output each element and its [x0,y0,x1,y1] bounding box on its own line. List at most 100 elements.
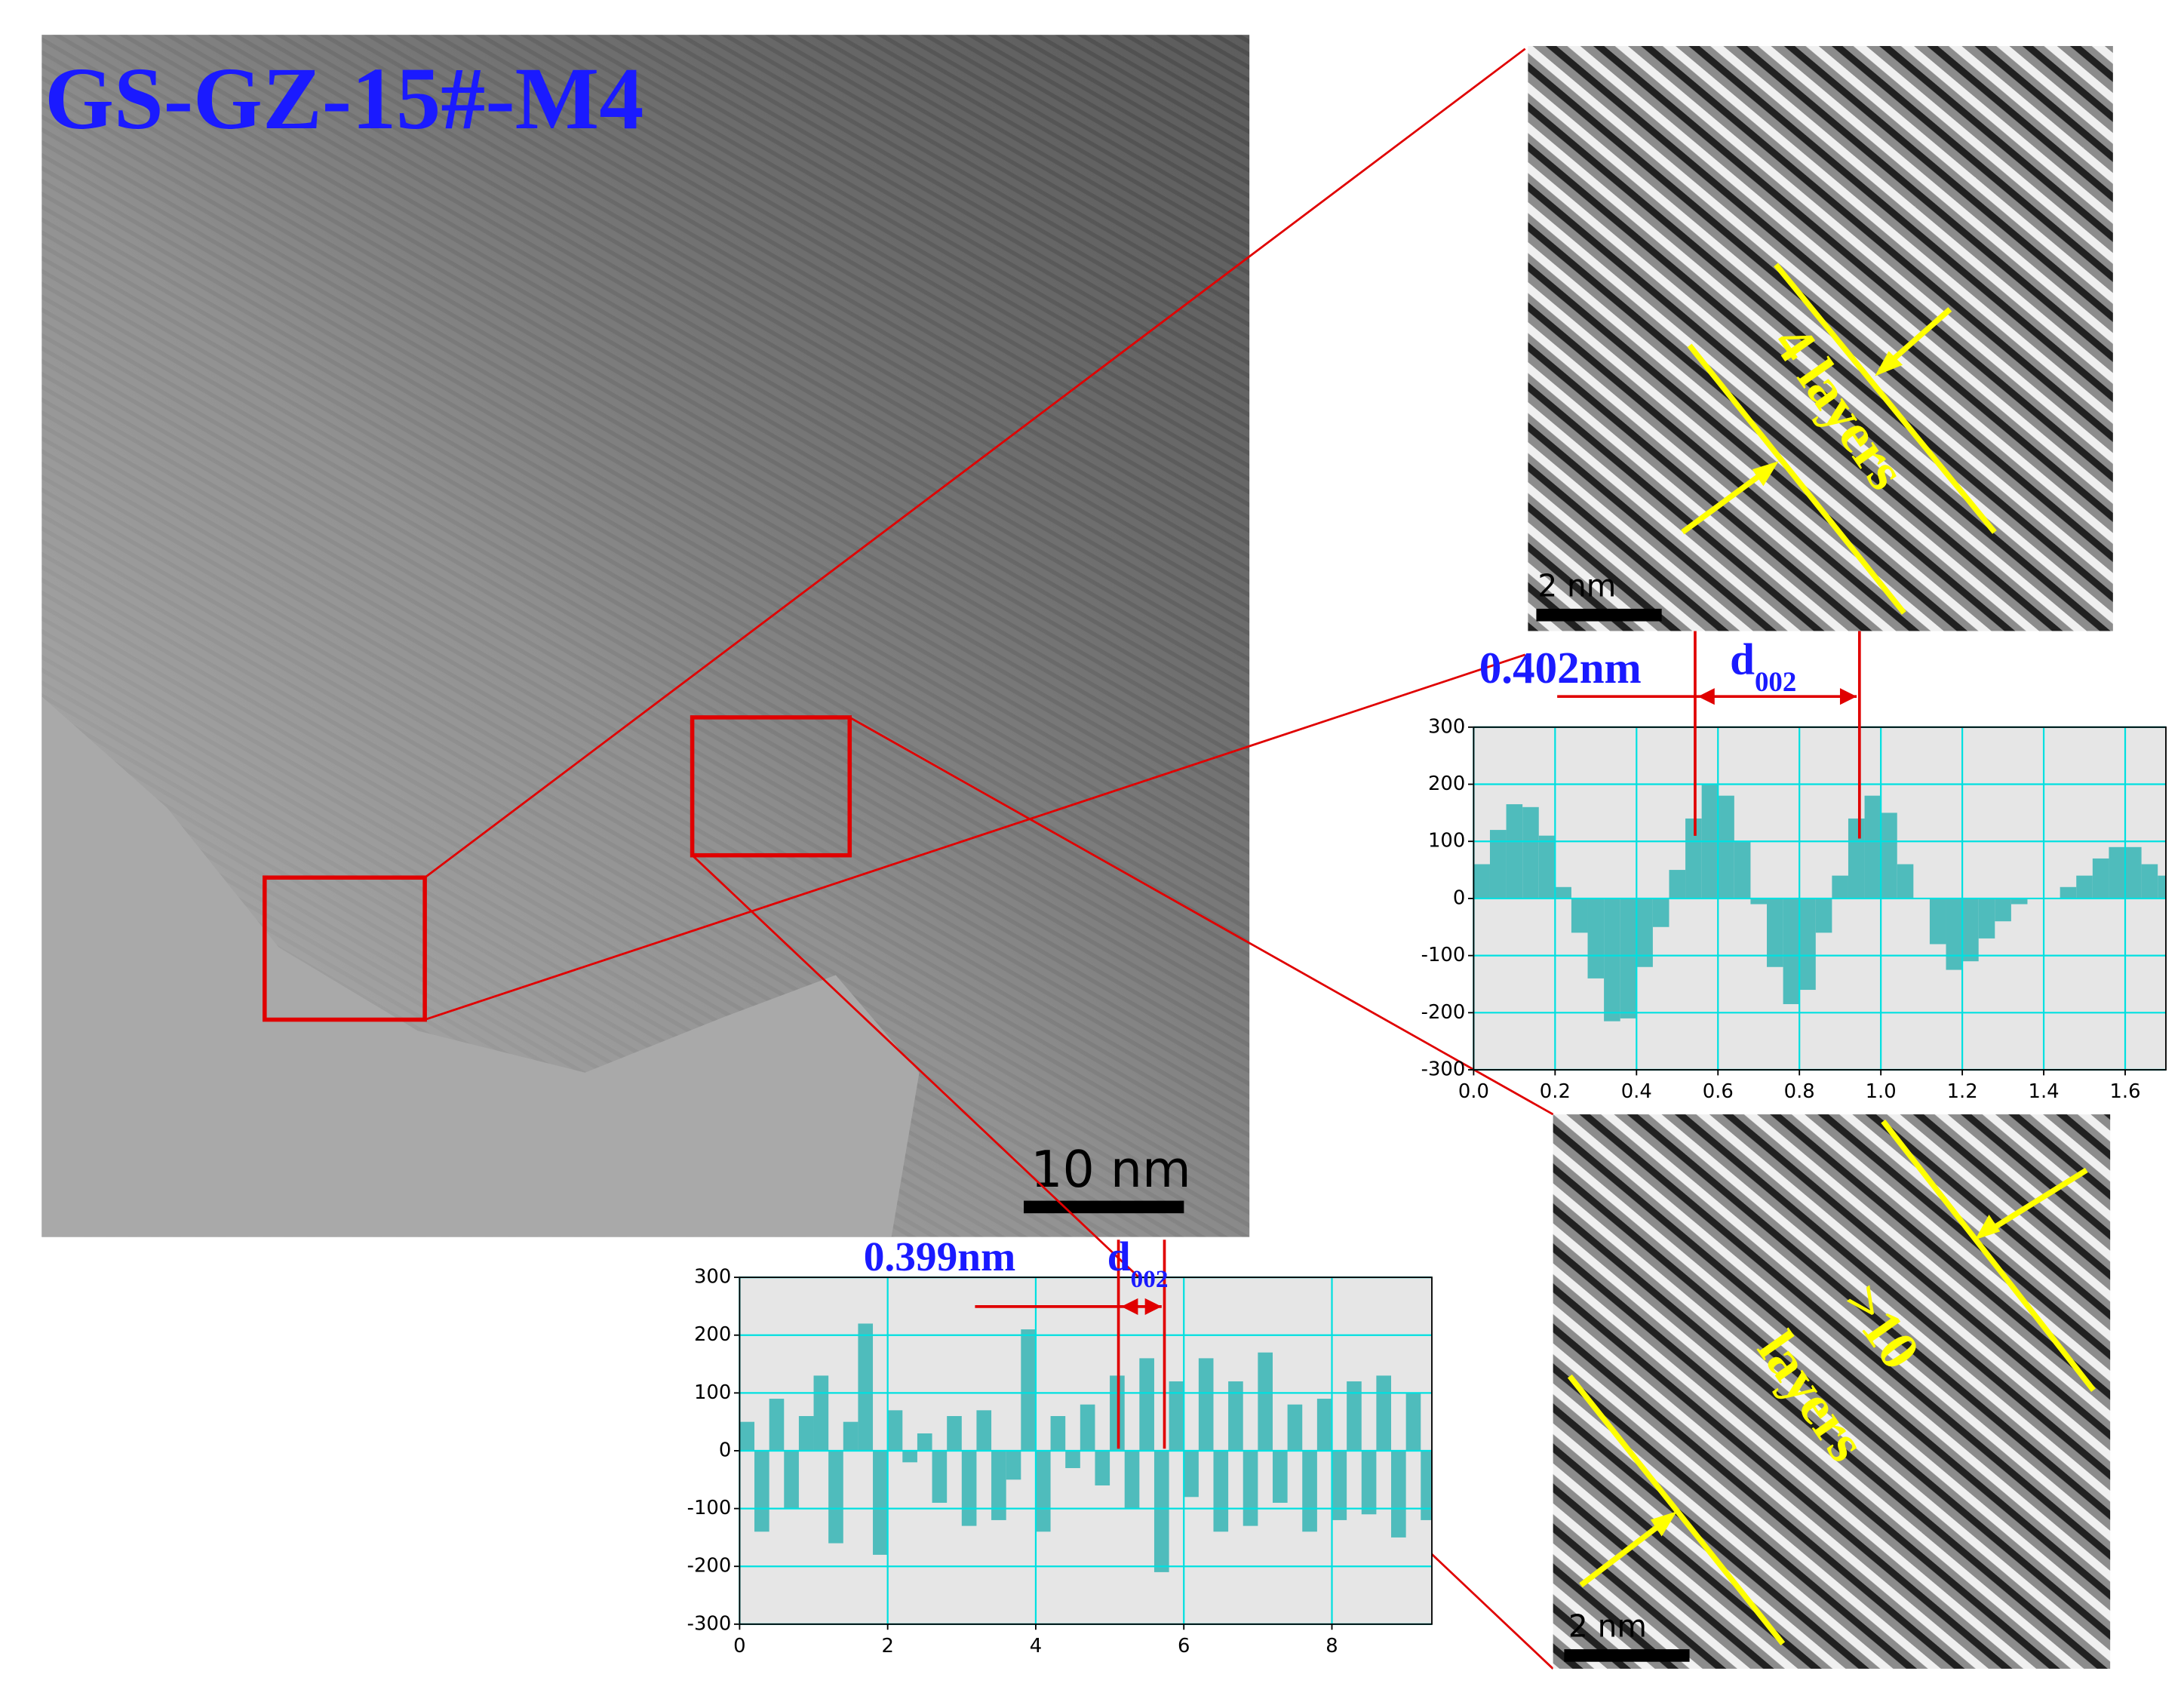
plot-frame [739,1276,1433,1625]
x-tick-label: 0.6 [1703,1080,1734,1103]
scale-bar [1536,608,1662,622]
layer-line [1881,1120,2096,1392]
filtered-image [1528,45,2113,631]
bar [1620,898,1637,1018]
bar [1006,1450,1021,1480]
bar [1669,870,1686,899]
scale-bar [1024,1200,1184,1214]
bar [2076,875,2093,899]
bar [739,1421,755,1451]
bar [1332,1450,1347,1520]
y-tick-label: 0 [719,1439,731,1461]
scale-label: 10 nm [1031,1140,1191,1199]
bar [2141,864,2158,899]
x-tick-label: 4 [1030,1635,1042,1657]
bar [1124,1450,1140,1509]
bar [1718,795,1734,899]
bar [1685,818,1702,899]
bar [1750,898,1768,905]
bar [2125,846,2142,899]
bar [1652,898,1669,927]
bar [1302,1450,1317,1532]
bar [784,1450,799,1509]
bar [1815,898,1832,933]
scale-label: 2 nm [1537,567,1616,604]
y-tick-label: -300 [687,1612,732,1635]
x-tick-label: 0.0 [1458,1080,1489,1103]
x-tick-label: 0.2 [1540,1080,1571,1103]
bar [1095,1450,1110,1485]
bar [1213,1450,1229,1532]
bar [1636,898,1653,967]
subscript: 002 [1755,666,1796,697]
y-tick-label: 300 [1428,715,1465,738]
bar [1287,1404,1303,1451]
y-tick-label: -200 [687,1555,732,1578]
bar [1767,898,1783,967]
bar [2109,846,2126,899]
bar [1272,1450,1288,1503]
layer-line [1774,263,1997,534]
spacing-value: 0.402nm [1479,643,1642,693]
zoom-boxes [263,715,852,1022]
bar [1473,864,1490,899]
bar [1065,1450,1080,1468]
zoom-box [690,715,852,858]
bar [1946,898,1963,970]
bar [1832,875,1848,899]
bar [1571,898,1588,933]
layer-markers [1567,1120,2096,1646]
plot-frame [1473,726,2167,1071]
arrow-head [1839,688,1857,705]
y-tick-label: -100 [687,1497,732,1519]
bar [1587,898,1605,978]
y-tick-label: 0 [1453,886,1465,909]
x-tick-label: 8 [1325,1635,1338,1657]
y-tick-label: -200 [1421,1001,1466,1024]
bar [991,1450,1006,1520]
y-tick-label: 300 [694,1266,731,1289]
bar [1391,1450,1406,1538]
y-tick-label: -100 [1421,944,1466,966]
y-tick-label: 200 [1428,773,1465,795]
x-tick-label: 1.6 [2109,1080,2140,1103]
zoom-line [424,653,1526,1021]
spacing-symbol: d002 [1107,1233,1169,1293]
y-tick-label: 100 [1428,830,1465,852]
x-tick-label: 0 [733,1635,745,1657]
x-tick-label: 1.4 [2029,1080,2060,1103]
bar [1995,898,2011,922]
bar [961,1450,977,1526]
arrow-head [1144,1298,1162,1315]
bar [917,1433,932,1451]
bar [976,1410,992,1451]
arrow-head [1752,461,1779,487]
bar [1421,1450,1432,1520]
arrow [1982,1167,2088,1237]
scale-label: 2 nm [1568,1608,1647,1644]
bar [887,1410,903,1451]
bar [2158,875,2166,899]
bar [1538,835,1556,899]
bar [1021,1329,1036,1451]
bar [1316,1399,1332,1451]
bar [1228,1381,1243,1451]
bar [1361,1450,1377,1515]
scale-bar [1564,1649,1690,1662]
x-tick-label: 2 [881,1635,893,1657]
spacing-value: 0.399nm [864,1233,1016,1280]
symbol: d [1107,1233,1131,1280]
subscript: 002 [1131,1265,1169,1293]
bar [1864,795,1881,899]
bar [1881,813,1897,899]
bar [2010,898,2028,905]
zoom-box [263,875,427,1022]
bar [1848,818,1865,899]
sample-title: GS-GZ-15#-M4 [45,49,644,148]
bar [1050,1416,1066,1451]
arrow-head [1650,1511,1677,1537]
bar [1347,1381,1362,1451]
bar [1035,1450,1051,1532]
x-tick-label: 1.2 [1947,1080,1978,1103]
bar [843,1421,859,1451]
